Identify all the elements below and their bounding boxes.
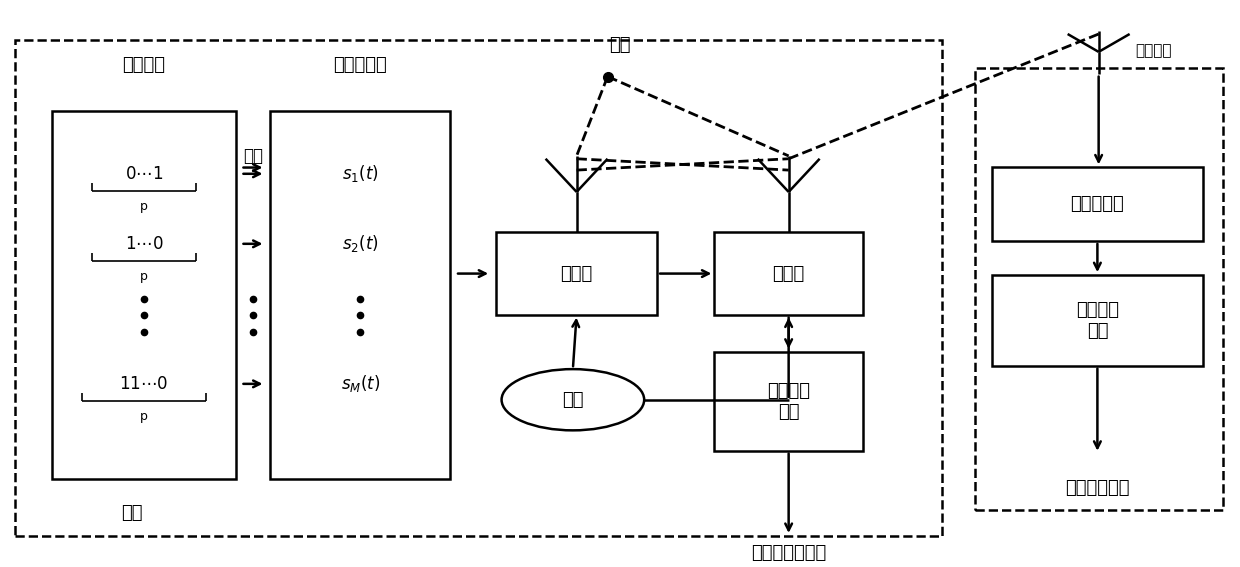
Bar: [52, 111, 236, 479]
Text: 发射机: 发射机: [560, 265, 593, 282]
Bar: [714, 352, 863, 451]
Text: 通信信号
处理: 通信信号 处理: [1076, 301, 1118, 340]
Ellipse shape: [501, 369, 645, 430]
Text: 雷达信号
处理: 雷达信号 处理: [768, 382, 810, 421]
Text: 雷达: 雷达: [120, 504, 143, 522]
Text: 通信信息: 通信信息: [123, 56, 165, 74]
Text: 本振: 本振: [562, 391, 584, 409]
Bar: [270, 111, 450, 479]
Bar: [992, 275, 1203, 366]
Text: 通信设备: 通信设备: [1135, 44, 1172, 58]
Text: $1\cdots0$: $1\cdots0$: [124, 235, 164, 253]
Bar: [975, 68, 1223, 510]
Text: 共享信号库: 共享信号库: [334, 56, 387, 74]
Text: 目标: 目标: [609, 36, 631, 54]
Text: 通信信息解调: 通信信息解调: [1065, 479, 1130, 497]
Text: $0\cdots1$: $0\cdots1$: [125, 165, 162, 183]
Text: 接收机: 接收机: [773, 265, 805, 282]
Bar: [714, 232, 863, 315]
Text: p: p: [140, 411, 148, 423]
Text: 调制: 调制: [243, 147, 263, 165]
Text: 通信接收机: 通信接收机: [1070, 195, 1125, 213]
Text: p: p: [140, 270, 148, 283]
Text: $s_M(t)$: $s_M(t)$: [341, 373, 379, 395]
Text: $s_2(t)$: $s_2(t)$: [342, 233, 378, 255]
Bar: [496, 232, 657, 315]
Text: 目标距离、速度: 目标距离、速度: [751, 544, 826, 562]
Text: $s_1(t)$: $s_1(t)$: [342, 163, 378, 184]
Bar: [15, 40, 942, 536]
Text: $11\cdots0$: $11\cdots0$: [119, 375, 169, 393]
Bar: [992, 167, 1203, 241]
Text: p: p: [140, 200, 148, 213]
